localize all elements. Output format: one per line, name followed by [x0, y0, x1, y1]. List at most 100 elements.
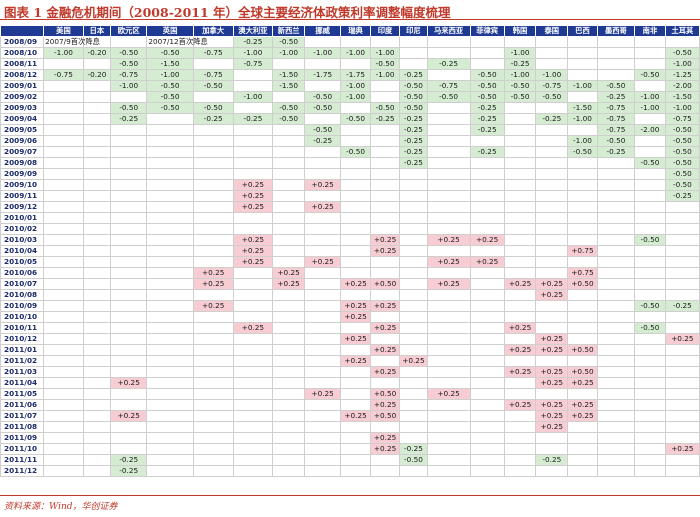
rate-cell	[340, 454, 371, 466]
rate-cell: +0.25	[426, 388, 471, 400]
rate-cell	[43, 80, 84, 92]
rate-cell	[664, 322, 700, 334]
rate-cell	[399, 168, 428, 180]
rate-cell: -2.00	[664, 80, 700, 92]
rate-cell	[43, 333, 84, 345]
rate-cell	[146, 245, 194, 257]
rate-cell	[272, 443, 306, 455]
rate-cell	[43, 278, 84, 290]
rate-cell	[192, 91, 234, 103]
rate-cell: -0.50	[664, 146, 700, 158]
rate-cell	[426, 432, 471, 444]
rate-cell	[503, 454, 537, 466]
rate-cell	[426, 355, 471, 367]
rate-cell: +0.25	[503, 322, 537, 334]
rate-cell	[340, 58, 371, 70]
first-cut-note: 2007/9首次降息	[43, 36, 100, 48]
rate-cell	[634, 146, 666, 158]
rate-cell	[426, 135, 471, 147]
rate-cell: -0.50	[110, 58, 148, 70]
rate-cell	[535, 47, 569, 59]
rate-cell	[469, 179, 505, 191]
row-date: 2011/04	[0, 377, 45, 389]
rate-cell: -0.25	[110, 465, 148, 477]
rate-cell: +0.50	[369, 410, 401, 422]
rate-cell	[304, 36, 342, 48]
rate-cell	[232, 278, 274, 290]
rate-cell	[567, 91, 598, 103]
rate-cell: -0.75	[192, 47, 234, 59]
rate-cell	[110, 267, 148, 279]
rate-cell	[399, 388, 428, 400]
rate-adjustment-table: 美国 日本 欧元区 英国 加拿大 澳大利亚 新西兰 挪威 瑞典 印度 印尼 马来西亚 菲律宾 韩国 泰国 巴西…	[0, 25, 700, 477]
rate-cell	[634, 465, 666, 477]
rate-cell: -0.50	[340, 113, 371, 125]
rate-cell: -0.25	[535, 454, 569, 466]
rate-cell: -0.20	[82, 47, 112, 59]
rate-cell	[192, 366, 234, 378]
rate-cell: -0.75	[596, 102, 636, 114]
rate-cell: -0.75	[426, 80, 471, 92]
rate-cell	[340, 267, 371, 279]
rate-cell	[82, 421, 112, 433]
rate-cell	[232, 388, 274, 400]
rate-cell	[43, 212, 84, 224]
rate-cell: -0.75	[110, 69, 148, 81]
rate-cell	[192, 333, 234, 345]
rate-cell	[469, 322, 505, 334]
rate-cell: +0.25	[664, 443, 700, 455]
rate-cell	[634, 399, 666, 411]
rate-cell	[272, 300, 306, 312]
rate-cell	[426, 410, 471, 422]
rate-cell	[110, 344, 148, 356]
rate-cell: -0.50	[634, 300, 666, 312]
rate-cell	[110, 300, 148, 312]
rate-cell	[503, 410, 537, 422]
rate-cell: -0.50	[664, 135, 700, 147]
row-date: 2010/12	[0, 333, 45, 345]
rate-cell	[596, 256, 636, 268]
rate-cell	[634, 432, 666, 444]
rate-cell: -0.25	[664, 190, 700, 202]
rate-cell	[110, 366, 148, 378]
rate-cell	[146, 443, 194, 455]
rate-cell	[192, 410, 234, 422]
row-date: 2011/05	[0, 388, 45, 400]
rate-cell: -1.00	[304, 47, 342, 59]
rate-cell	[304, 289, 342, 301]
rate-cell	[503, 102, 537, 114]
rate-cell: -0.25	[469, 113, 505, 125]
rate-cell: -0.25	[535, 113, 569, 125]
rate-cell	[43, 179, 84, 191]
rate-cell	[43, 124, 84, 136]
rate-cell	[369, 377, 401, 389]
rate-cell	[567, 168, 598, 180]
rate-cell	[634, 344, 666, 356]
rate-cell	[634, 366, 666, 378]
rate-cell	[596, 366, 636, 378]
rate-cell	[82, 80, 112, 92]
rate-cell	[664, 344, 700, 356]
rate-cell	[535, 168, 569, 180]
rate-cell	[43, 58, 84, 70]
table-row: 2011/06 +0.25 +0.25 +0.25 +0.25	[0, 399, 700, 411]
rate-cell	[503, 421, 537, 433]
rate-cell	[535, 388, 569, 400]
rate-cell: -0.50	[192, 102, 234, 114]
rate-cell	[503, 113, 537, 125]
rate-cell	[304, 322, 342, 334]
rate-cell: -0.50	[304, 91, 342, 103]
table-row: 2009/10 +0.25 +0.25 -0.50	[0, 179, 700, 191]
rate-cell	[469, 190, 505, 202]
rate-cell	[634, 256, 666, 268]
rate-cell	[232, 124, 274, 136]
rate-cell: +0.25	[535, 399, 569, 411]
row-date: 2011/02	[0, 355, 45, 367]
rate-cell	[272, 388, 306, 400]
row-date: 2011/01	[0, 344, 45, 356]
rate-cell	[634, 355, 666, 367]
rate-cell	[399, 212, 428, 224]
rate-cell: +0.25	[232, 179, 274, 191]
rate-cell: -0.25	[192, 113, 234, 125]
rate-cell	[110, 311, 148, 323]
